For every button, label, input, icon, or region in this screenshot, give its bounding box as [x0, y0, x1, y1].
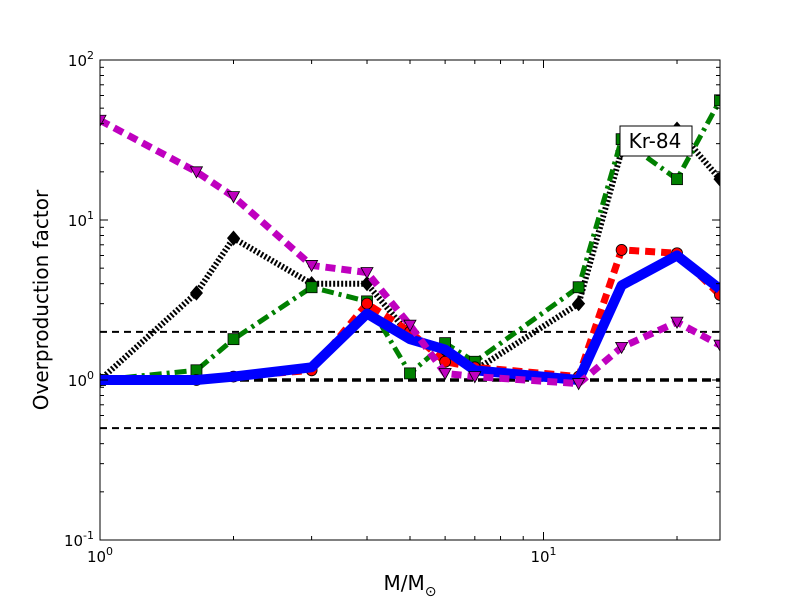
y-tick-label-3-exponent: 2 — [87, 49, 94, 62]
series-line-3 — [100, 250, 720, 385]
x-tick-label-1-base: 10 — [530, 548, 549, 566]
data-point-4-3 — [304, 260, 319, 273]
data-point-0-8 — [572, 296, 586, 312]
series-line-4 — [100, 117, 720, 388]
data-point-4-4 — [360, 267, 374, 280]
x-tick-label-0: 100 — [87, 545, 113, 566]
y-tick-label-1-base: 10 — [68, 372, 87, 390]
x-tick-label-1: 101 — [530, 545, 556, 566]
y-tick-label-2-exponent: 1 — [87, 209, 94, 222]
y-tick-label-1-exponent: 0 — [87, 369, 94, 382]
y-tick-label-2-base: 10 — [68, 212, 87, 230]
x-axis-label-main: M/M — [384, 571, 425, 595]
x-tick-label-0-base: 10 — [87, 548, 106, 566]
data-point-4-10 — [670, 316, 684, 329]
series-line-2 — [100, 246, 720, 384]
data-point-1-2 — [227, 333, 240, 346]
y-tick-label-0-base: 10 — [64, 532, 83, 550]
data-point-4-11 — [713, 339, 720, 353]
y-tick-label-3: 102 — [68, 49, 94, 70]
y-axis-label: Overproduction factor — [29, 189, 53, 410]
data-point-1-8 — [572, 281, 585, 294]
data-point-2-4 — [361, 297, 373, 310]
y-tick-label-3-base: 10 — [68, 52, 87, 70]
data-point-2-9 — [615, 244, 628, 256]
x-tick-label-0-exponent: 0 — [106, 545, 113, 558]
x-axis-label-subscript: ⊙ — [425, 584, 437, 600]
data-point-4-6 — [438, 367, 452, 381]
y-tick-label-0-exponent: -1 — [83, 529, 94, 542]
series-0 — [100, 121, 720, 388]
data-point-4-1 — [189, 166, 204, 179]
series-2 — [100, 244, 720, 386]
data-point-0-11 — [713, 171, 720, 187]
data-point-4-2 — [226, 191, 241, 204]
y-tick-label-1: 100 — [68, 369, 94, 390]
y-tick-label-2: 101 — [68, 209, 94, 230]
series-3 — [100, 250, 720, 385]
data-point-0-2 — [226, 230, 241, 246]
data-point-4-5 — [403, 319, 417, 333]
data-point-0-1 — [189, 285, 203, 301]
annotation-label: Kr-84 — [629, 129, 682, 153]
series-layer — [100, 94, 720, 391]
x-tick-label-1-exponent: 1 — [550, 545, 557, 558]
data-point-1-5 — [404, 367, 416, 380]
data-point-4-7 — [468, 371, 482, 384]
data-point-4-9 — [614, 341, 629, 355]
data-point-1-10 — [671, 173, 683, 186]
annotation-layer: Kr-84 — [619, 125, 693, 157]
x-axis-label: M/M⊙ — [384, 571, 437, 600]
data-point-4-8 — [571, 378, 586, 391]
annotation-box — [619, 125, 693, 157]
data-point-1-3 — [305, 281, 318, 294]
y-tick-label-0: 10-1 — [64, 529, 94, 550]
data-point-1-11 — [714, 94, 720, 107]
